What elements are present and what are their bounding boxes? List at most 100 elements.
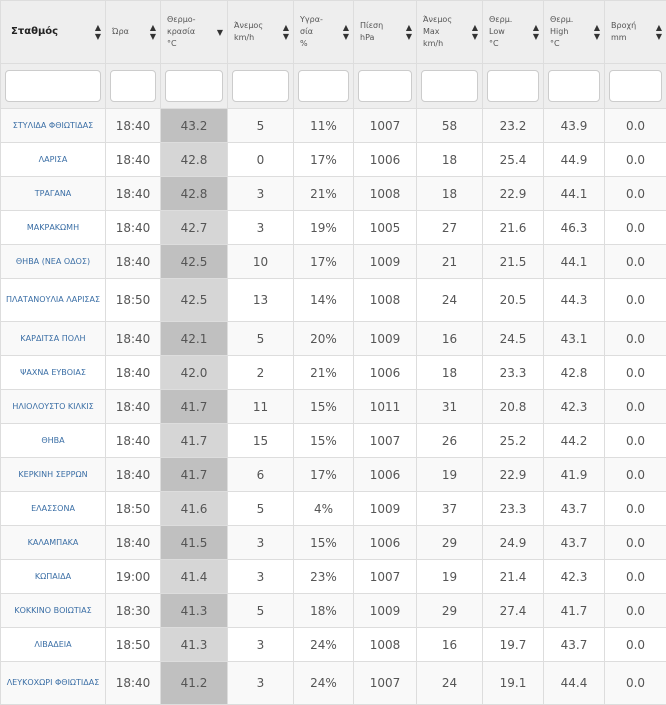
column-filter-input[interactable]	[232, 70, 289, 102]
column-filter-input[interactable]	[298, 70, 349, 102]
table-cell: 0.0	[605, 143, 666, 177]
station-link[interactable]: ΚΑΡΔΙΤΣΑ ΠΟΛΗ	[20, 334, 85, 343]
table-cell: 19.7	[483, 628, 544, 662]
table-cell: 42.0	[161, 356, 228, 390]
header-label: Άνεμος	[423, 14, 470, 26]
station-link[interactable]: ΚΩΠΑΙΔΑ	[35, 572, 71, 581]
table-cell: 58	[417, 109, 483, 143]
column-header[interactable]: Σταθμός▲▼	[1, 1, 106, 64]
station-link[interactable]: ΤΡΑΓΑΝΑ	[35, 189, 72, 198]
table-cell: 31	[417, 390, 483, 424]
station-link[interactable]: ΗΛΙΟΛΟΥΣΤΟ ΚΙΛΚΙΣ	[12, 402, 93, 411]
table-cell: 18:40	[106, 109, 161, 143]
table-cell: 25.2	[483, 424, 544, 458]
sort-both-icon[interactable]: ▲▼	[150, 23, 156, 41]
header-label: mm	[611, 32, 654, 44]
column-header[interactable]: Υγρα-σία%▲▼	[294, 1, 354, 64]
table-cell: 16	[417, 628, 483, 662]
sort-both-icon[interactable]: ▲▼	[283, 23, 289, 41]
sort-both-icon[interactable]: ▲▼	[406, 23, 412, 41]
table-cell: 43.2	[161, 109, 228, 143]
table-cell: 18:40	[106, 356, 161, 390]
sort-both-icon[interactable]: ▲▼	[594, 23, 600, 41]
table-cell: 42.8	[544, 356, 605, 390]
sort-both-icon[interactable]: ▲▼	[472, 23, 478, 41]
table-cell: 41.3	[161, 594, 228, 628]
column-header[interactable]: Θερμ.Low°C▲▼	[483, 1, 544, 64]
table-cell: 5	[228, 492, 294, 526]
table-cell: 21.6	[483, 211, 544, 245]
table-cell: 23%	[294, 560, 354, 594]
table-cell: 18:50	[106, 492, 161, 526]
table-cell: ΛΑΡΙΣΑ	[1, 143, 106, 177]
table-cell: 0.0	[605, 594, 666, 628]
table-cell: 23.3	[483, 492, 544, 526]
column-filter-input[interactable]	[5, 70, 101, 102]
station-link[interactable]: ΠΛΑΤΑΝΟΥΛΙΑ ΛΑΡΙΣΑΣ	[6, 295, 100, 304]
station-link[interactable]: ΛΕΥΚΟΧΩΡΙ ΦΘΙΩΤΙΔΑΣ	[7, 678, 100, 687]
table-cell: 18:30	[106, 594, 161, 628]
sort-both-icon[interactable]: ▲▼	[656, 23, 662, 41]
column-header[interactable]: Θερμ.High°C▲▼	[544, 1, 605, 64]
filter-cell	[106, 64, 161, 109]
column-filter-input[interactable]	[358, 70, 412, 102]
column-filter-input[interactable]	[487, 70, 539, 102]
table-cell: 44.1	[544, 245, 605, 279]
header-label: Θερμ.	[550, 14, 592, 26]
table-cell: 44.4	[544, 662, 605, 705]
filter-cell	[354, 64, 417, 109]
column-header[interactable]: Ώρα▲▼	[106, 1, 161, 64]
column-filter-input[interactable]	[421, 70, 478, 102]
table-cell: 21.5	[483, 245, 544, 279]
column-filter-input[interactable]	[548, 70, 600, 102]
header-label-group: Ώρα	[112, 26, 148, 38]
table-cell: 3	[228, 662, 294, 705]
table-cell: 0.0	[605, 322, 666, 356]
header-label: Άνεμος	[234, 20, 281, 32]
table-cell: 46.3	[544, 211, 605, 245]
station-link[interactable]: ΚΑΛΑΜΠΑΚΑ	[28, 538, 79, 547]
station-link[interactable]: ΛΑΡΙΣΑ	[39, 155, 68, 164]
table-cell: 25.4	[483, 143, 544, 177]
station-link[interactable]: ΣΤΥΛΙΔΑ ΦΘΙΩΤΙΔΑΣ	[13, 121, 93, 130]
table-cell: 13	[228, 279, 294, 322]
station-link[interactable]: ΘΗΒΑ	[41, 436, 64, 445]
filter-cell	[1, 64, 106, 109]
table-cell: 0.0	[605, 526, 666, 560]
station-link[interactable]: ΕΛΑΣΣΟΝΑ	[31, 504, 75, 513]
station-link[interactable]: ΛΙΒΑΔΕΙΑ	[34, 640, 71, 649]
filter-cell	[228, 64, 294, 109]
sort-both-icon[interactable]: ▲▼	[95, 23, 101, 41]
station-link[interactable]: ΚΕΡΚΙΝΗ ΣΕΡΡΩΝ	[18, 470, 87, 479]
sort-desc-icon[interactable]: ▼	[217, 28, 223, 37]
column-filter-input[interactable]	[609, 70, 662, 102]
column-filter-input[interactable]	[110, 70, 156, 102]
station-link[interactable]: ΘΗΒΑ (ΝΕΑ ΟΔΟΣ)	[16, 257, 90, 266]
station-link[interactable]: ΜΑΚΡΑΚΩΜΗ	[27, 223, 79, 232]
header-label: Θερμο-	[167, 14, 215, 26]
table-cell: 44.3	[544, 279, 605, 322]
column-filter-input[interactable]	[165, 70, 223, 102]
station-link[interactable]: ΚΟΚΚΙΝΟ ΒΟΙΩΤΙΑΣ	[14, 606, 91, 615]
column-header[interactable]: Θερμο-κρασία°C▼	[161, 1, 228, 64]
table-cell: 1009	[354, 492, 417, 526]
sort-both-icon[interactable]: ▲▼	[343, 23, 349, 41]
sort-both-icon[interactable]: ▲▼	[533, 23, 539, 41]
station-link[interactable]: ΨΑΧΝΑ ΕΥΒΟΙΑΣ	[20, 368, 86, 377]
header-content: Ώρα▲▼	[112, 23, 156, 41]
table-cell: 21	[417, 245, 483, 279]
table-cell: 24%	[294, 662, 354, 705]
header-label: °C	[489, 38, 531, 50]
